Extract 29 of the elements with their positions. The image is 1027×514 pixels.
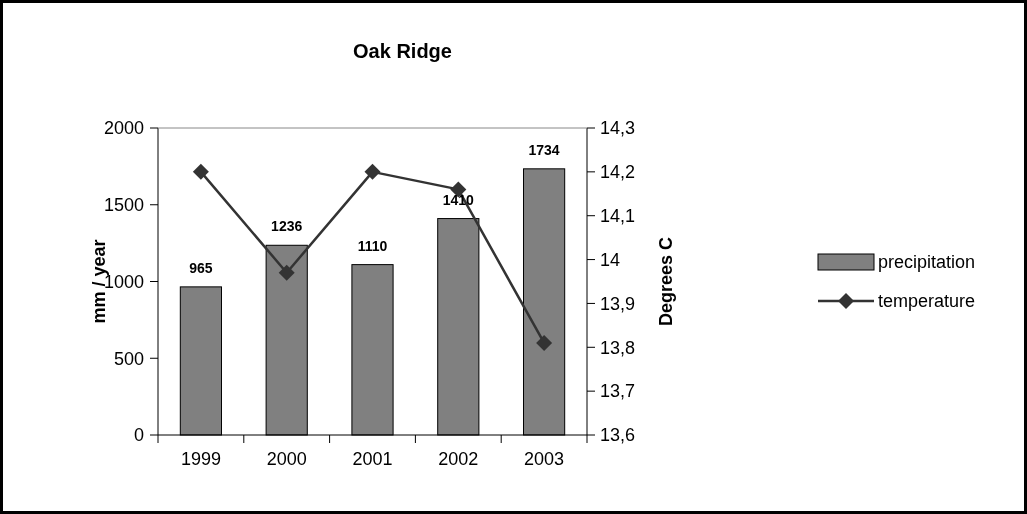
x-tick-label: 2001 (352, 449, 393, 469)
point (364, 163, 381, 180)
point (278, 264, 295, 281)
x-tick-label: 2000 (266, 449, 307, 469)
data-label: 1110 (357, 237, 388, 254)
legend-label: temperature (878, 291, 976, 312)
y-tick-label: 500 (113, 348, 144, 369)
y2-axis-title: Degrees C (656, 236, 676, 327)
x-tick-label: 1999 (180, 449, 221, 469)
y2-tick-label: 13,8 (600, 337, 636, 358)
y-tick-label: 0 (133, 425, 144, 446)
y2-tick-label: 14,2 (600, 162, 636, 183)
y2-tick-label: 14,1 (600, 206, 636, 227)
y-tick-label: 1500 (103, 195, 144, 216)
point (536, 334, 553, 351)
chart-title: Oak Ridge (353, 40, 452, 62)
y2-tick-label: 13,9 (600, 293, 636, 314)
x-tick-label: 2003 (524, 449, 565, 469)
y2-tick-label: 14 (600, 249, 621, 270)
y2-tick-label: 13,7 (600, 381, 636, 402)
x-tick-label: 2002 (438, 449, 479, 469)
legend-label: precipitation (878, 252, 976, 273)
y2-tick-label: 13,6 (600, 425, 636, 446)
y2-tick-label: 14,3 (600, 118, 636, 139)
data-label: 965 (189, 259, 213, 276)
data-label: 1236 (271, 218, 303, 235)
y-tick-label: 2000 (103, 118, 144, 139)
data-label: 1734 (528, 141, 560, 158)
point (192, 163, 209, 180)
